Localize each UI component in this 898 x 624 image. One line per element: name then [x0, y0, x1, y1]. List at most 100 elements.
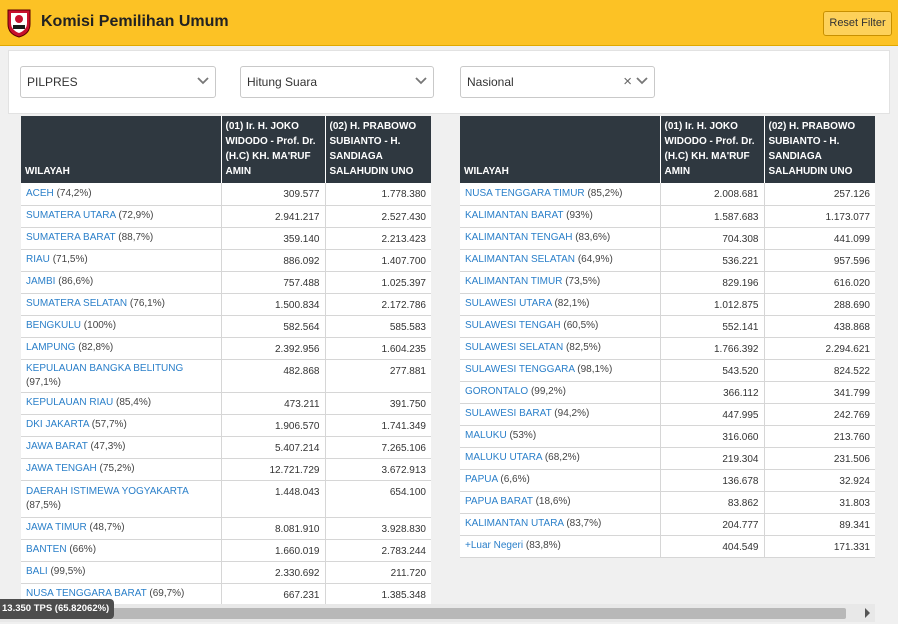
region-link[interactable]: LAMPUNG — [26, 342, 76, 353]
region-cell: JAWA TIMUR (48,7%) — [21, 517, 222, 540]
region-link[interactable]: KALIMANTAN TENGAH — [465, 232, 573, 243]
count-type-select[interactable]: Hitung Suara — [240, 66, 434, 98]
region-link[interactable]: RIAU — [26, 254, 50, 265]
candidate-02-votes: 2.172.786 — [325, 293, 431, 316]
app-header: Komisi Pemilihan Umum Reset Filter — [0, 0, 898, 46]
candidate-02-votes: 2.294.621 — [764, 337, 875, 360]
table-row: KEPULAUAN RIAU (85,4%) 473.211 391.750 — [21, 392, 431, 415]
region-progress-percent: (47,3%) — [90, 441, 126, 452]
region-cell: JAWA TENGAH (75,2%) — [21, 458, 222, 481]
region-link[interactable]: PAPUA BARAT — [465, 496, 533, 507]
region-link[interactable]: KALIMANTAN TIMUR — [465, 276, 563, 287]
region-progress-percent: (83,7%) — [566, 518, 602, 529]
candidate-02-votes: 3.928.830 — [325, 517, 431, 540]
candidate-02-votes: 391.750 — [325, 392, 431, 415]
region-link[interactable]: KEPULAUAN RIAU — [26, 397, 114, 408]
region-link[interactable]: +Luar Negeri — [465, 540, 524, 551]
region-link[interactable]: PAPUA — [465, 474, 498, 485]
candidate-01-votes: 136.678 — [660, 469, 765, 492]
table-row: PAPUA BARAT (18,6%) 83.862 31.803 — [460, 491, 875, 514]
region-link[interactable]: KEPULAUAN BANGKA BELITUNG — [26, 362, 184, 374]
table-row: KALIMANTAN TENGAH (83,6%) 704.308 441.099 — [460, 227, 875, 250]
scrollbar-thumb[interactable] — [8, 608, 846, 619]
region-link[interactable]: NUSA TENGGARA BARAT — [26, 588, 147, 599]
election-type-select[interactable]: PILPRES — [20, 66, 216, 98]
table-row: KALIMANTAN BARAT (93%) 1.587.683 1.173.077 — [460, 205, 875, 228]
region-link[interactable]: JAWA BARAT — [26, 441, 88, 452]
region-progress-percent: (6,6%) — [500, 474, 530, 485]
candidate-02-votes: 1.025.397 — [325, 271, 431, 294]
region-link[interactable]: JAMBI — [26, 276, 56, 287]
region-link[interactable]: DKI JAKARTA — [26, 419, 89, 430]
candidate-02-votes: 1.778.380 — [325, 183, 431, 206]
region-link[interactable]: BALI — [26, 566, 48, 577]
candidate-02-votes: 441.099 — [764, 227, 875, 250]
table-row: SULAWESI TENGAH (60,5%) 552.141 438.868 — [460, 315, 875, 338]
table-row: +Luar Negeri (83,8%) 404.549 171.331 — [460, 535, 875, 558]
candidate-02-votes: 89.341 — [764, 513, 875, 536]
region-progress-percent: (73,5%) — [565, 276, 601, 287]
region-cell: JAMBI (86,6%) — [21, 271, 222, 294]
candidate-01-votes: 667.231 — [221, 583, 326, 606]
region-progress-percent: (94,2%) — [554, 408, 590, 419]
region-link[interactable]: MALUKU — [465, 430, 507, 441]
region-link[interactable]: SULAWESI TENGGARA — [465, 364, 575, 375]
candidate-02-votes: 824.522 — [764, 359, 875, 382]
horizontal-scrollbar[interactable] — [0, 604, 875, 622]
clear-icon[interactable]: × — [623, 73, 632, 90]
candidate-01-votes: 12.721.729 — [221, 458, 326, 481]
scroll-right-arrow-icon[interactable] — [865, 608, 870, 618]
region-link[interactable]: SUMATERA UTARA — [26, 210, 116, 221]
table-row: SULAWESI BARAT (94,2%) 447.995 242.769 — [460, 403, 875, 426]
region-link[interactable]: SUMATERA BARAT — [26, 232, 116, 243]
region-link[interactable]: JAWA TENGAH — [26, 463, 97, 474]
candidate-01-votes: 536.221 — [660, 249, 765, 272]
region-link[interactable]: BENGKULU — [26, 320, 82, 331]
candidate-02-votes: 1.173.077 — [764, 205, 875, 228]
region-progress-percent: (82,5%) — [565, 342, 601, 353]
region-link[interactable]: SULAWESI TENGAH — [465, 320, 561, 331]
candidate-02-votes: 171.331 — [764, 535, 875, 558]
table-row: LAMPUNG (82,8%) 2.392.956 1.604.235 — [21, 337, 431, 360]
candidate-01-votes: 83.862 — [660, 491, 765, 514]
region-link[interactable]: SUMATERA SELATAN — [26, 298, 128, 309]
region-cell: SULAWESI SELATAN (82,5%) — [460, 337, 661, 360]
region-progress-percent: (82,1%) — [554, 298, 590, 309]
region-link[interactable]: ACEH — [26, 187, 54, 199]
filter-panel: PILPRES Hitung Suara Nasional × — [8, 50, 890, 114]
reset-filter-button[interactable]: Reset Filter — [823, 11, 892, 36]
region-progress-percent: (88,7%) — [118, 232, 154, 243]
region-progress-percent: (75,2%) — [99, 463, 135, 474]
region-link[interactable]: KALIMANTAN BARAT — [465, 210, 564, 221]
candidate-02-votes: 2.213.423 — [325, 227, 431, 250]
region-link[interactable]: GORONTALO — [465, 386, 529, 397]
column-header-candidate-01: (01) Ir. H. JOKO WIDODO - Prof. Dr. (H.C… — [221, 116, 326, 183]
region-link[interactable]: JAWA TIMUR — [26, 522, 87, 533]
region-cell: SUMATERA SELATAN (76,1%) — [21, 293, 222, 316]
candidate-01-votes: 886.092 — [221, 249, 326, 272]
region-cell: DAERAH ISTIMEWA YOGYAKARTA (87,5%) — [21, 480, 222, 518]
region-cell: MALUKU (53%) — [460, 425, 661, 448]
region-link[interactable]: SULAWESI SELATAN — [465, 342, 564, 353]
region-link[interactable]: SULAWESI UTARA — [465, 298, 552, 309]
region-cell: BANTEN (66%) — [21, 539, 222, 562]
region-progress-percent: (68,2%) — [544, 452, 580, 463]
region-link[interactable]: SULAWESI BARAT — [465, 408, 552, 419]
candidate-02-votes: 1.741.349 — [325, 414, 431, 437]
region-progress-percent: (86,6%) — [58, 276, 94, 287]
region-link[interactable]: NUSA TENGGARA TIMUR — [465, 187, 585, 199]
region-cell: MALUKU UTARA (68,2%) — [460, 447, 661, 470]
region-link[interactable]: KALIMANTAN SELATAN — [465, 254, 576, 265]
region-cell: KEPULAUAN BANGKA BELITUNG (97,1%) — [21, 359, 222, 393]
region-link[interactable]: MALUKU UTARA — [465, 452, 543, 463]
table-row: NUSA TENGGARA TIMUR (85,2%) 2.008.681 257.… — [460, 183, 875, 206]
region-link[interactable]: DAERAH ISTIMEWA YOGYAKARTA — [26, 485, 189, 497]
candidate-01-votes: 366.112 — [660, 381, 765, 404]
region-link[interactable]: KALIMANTAN UTARA — [465, 518, 564, 529]
table-row: KEPULAUAN BANGKA BELITUNG (97,1%) 482.868… — [21, 359, 431, 393]
region-scope-select[interactable]: Nasional × — [460, 66, 655, 98]
region-link[interactable]: BANTEN — [26, 544, 67, 555]
candidate-02-votes: 288.690 — [764, 293, 875, 316]
count-type-value: Hitung Suara — [247, 75, 318, 89]
region-scope-value: Nasional — [467, 75, 514, 89]
